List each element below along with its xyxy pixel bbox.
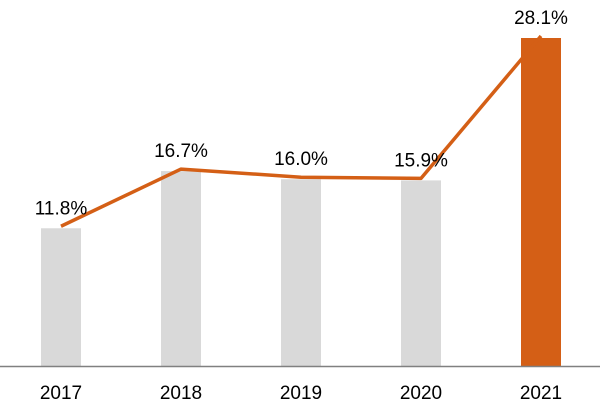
bar-2021 [521, 38, 561, 366]
trend-line [60, 34, 543, 228]
bars-group [41, 38, 561, 366]
x-tick-label-2018: 2018 [160, 383, 202, 404]
bar-2017 [41, 228, 81, 366]
data-label-2019: 16.0% [274, 149, 328, 170]
bar-2019 [281, 179, 321, 366]
data-labels-group: 11.8% 16.7% 16.0% 15.9% 28.1% [35, 8, 568, 219]
x-tick-label-2019: 2019 [280, 383, 322, 404]
x-tick-label-2021: 2021 [520, 383, 562, 404]
data-label-2021: 28.1% [514, 8, 568, 29]
data-label-2020: 15.9% [394, 150, 448, 171]
bar-2020 [401, 180, 441, 366]
x-tick-labels-group: 2017 2018 2019 2020 2021 [40, 383, 562, 404]
bar-2018 [161, 171, 201, 366]
data-label-2018: 16.7% [154, 141, 208, 162]
data-label-2017: 11.8% [35, 198, 88, 219]
x-tick-label-2017: 2017 [40, 383, 82, 404]
x-tick-label-2020: 2020 [400, 383, 442, 404]
